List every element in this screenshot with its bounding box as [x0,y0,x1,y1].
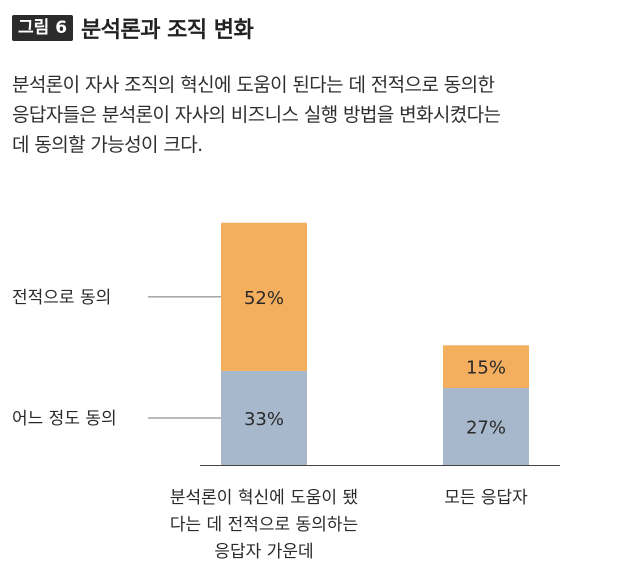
bar-segment [221,222,307,371]
bar-value-label: 15% [466,358,506,379]
figure-title: 분석론과 조직 변화 [81,18,254,43]
legend-label: 어느 정도 동의 [12,409,117,429]
category-label: 응답자 가운데 [214,542,313,562]
bar-value-label: 27% [466,418,506,439]
figure-header: 그림 6 분석론과 조직 변화 [12,12,254,44]
category-label: 모든 응답자 [444,488,528,508]
bar-value-label: 52% [244,288,284,309]
legend-label: 전적으로 동의 [12,288,111,308]
bar-segment [443,345,529,389]
figure-number-tag: 그림 6 [12,15,74,41]
bar-segment [443,388,529,465]
caption-line: 데 동의할 가능성이 크다. [12,134,203,156]
bar-segment [221,370,307,465]
caption-line: 응답자들은 분석론이 자사의 비즈니스 실행 방법을 변화시켰다는 [12,104,501,126]
figure-caption: 분석론이 자사 조직의 혁신에 도움이 된다는 데 전적으로 동의한 응답자들은… [12,70,628,160]
category-label: 다는 데 전적으로 동의하는 [170,515,358,535]
bar-value-label: 33% [244,409,284,430]
caption-line: 분석론이 자사 조직의 혁신에 도움이 된다는 데 전적으로 동의한 [12,74,495,96]
category-label: 분석론이 혁신에 도움이 됐 [170,488,358,508]
